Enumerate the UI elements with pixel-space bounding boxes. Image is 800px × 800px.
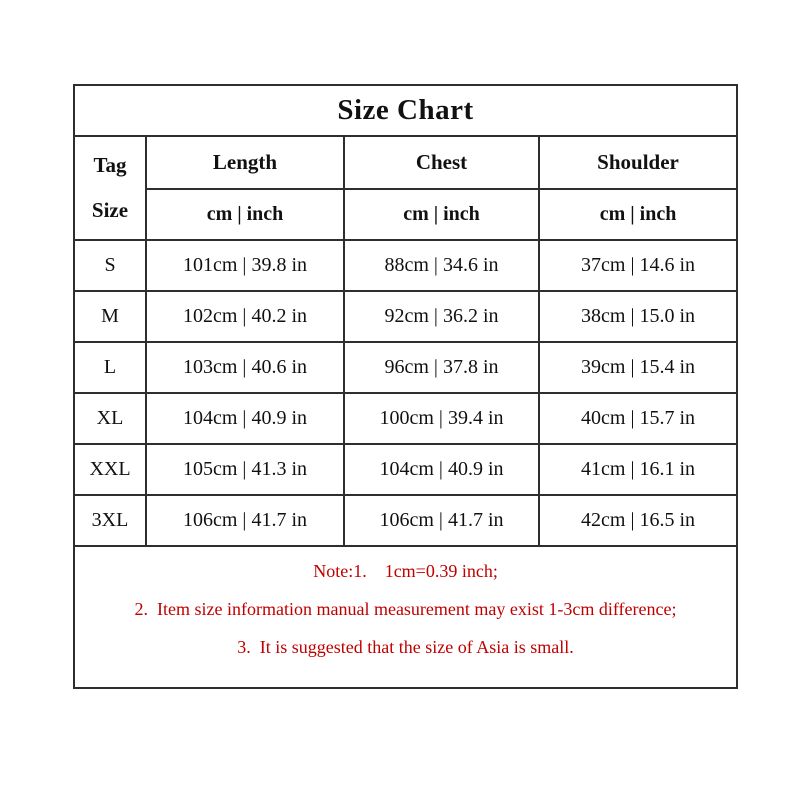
- unit-header-row: cm | inch cm | inch cm | inch: [74, 188, 739, 241]
- column-header-shoulder: Shoulder: [537, 135, 739, 190]
- table-row-xxl: XXL 105cm | 41.3 in 104cm | 40.9 in 41cm…: [73, 443, 739, 496]
- size-tag: XXL: [73, 443, 147, 496]
- tag-size-header-line2: Size: [91, 198, 129, 222]
- length-value: 104cm | 40.9 in: [145, 392, 345, 445]
- unit-header-shoulder: cm | inch: [537, 188, 739, 241]
- chest-value: 96cm | 37.8 in: [343, 341, 540, 394]
- table-row-s: S 101cm | 39.8 in 88cm | 34.6 in 37cm | …: [73, 239, 739, 292]
- size-tag: S: [73, 239, 147, 292]
- column-header-length: Length: [145, 135, 345, 190]
- shoulder-value: 39cm | 15.4 in: [537, 341, 739, 394]
- unit-header-chest: cm | inch: [343, 188, 540, 241]
- size-tag: XL: [73, 392, 147, 445]
- notes-section: Note:1. 1cm=0.39 inch; 2. Item size info…: [72, 545, 739, 689]
- length-value: 103cm | 40.6 in: [145, 341, 345, 394]
- chest-value: 106cm | 41.7 in: [343, 494, 540, 547]
- length-value: 105cm | 41.3 in: [145, 443, 345, 496]
- note-line-1: Note:1. 1cm=0.39 inch;: [313, 561, 498, 581]
- table-row-3xl: 3XL 106cm | 41.7 in 106cm | 41.7 in 42cm…: [73, 494, 739, 547]
- title-row: Size Chart: [72, 84, 739, 137]
- size-chart-table: Size Chart Tag Size Length Chest Shoulde…: [72, 84, 739, 689]
- chest-value: 92cm | 36.2 in: [343, 290, 540, 343]
- length-value: 102cm | 40.2 in: [145, 290, 345, 343]
- size-chart-title: Size Chart: [72, 84, 739, 137]
- shoulder-value: 37cm | 14.6 in: [537, 239, 739, 292]
- size-tag: L: [73, 341, 147, 394]
- column-header-chest: Chest: [343, 135, 540, 190]
- chest-value: 100cm | 39.4 in: [343, 392, 540, 445]
- unit-header-length: cm | inch: [145, 188, 345, 241]
- size-tag: 3XL: [73, 494, 147, 547]
- chest-value: 88cm | 34.6 in: [343, 239, 540, 292]
- size-tag: M: [73, 290, 147, 343]
- note-line-3: 3. It is suggested that the size of Asia…: [237, 637, 574, 657]
- chest-value: 104cm | 40.9 in: [343, 443, 540, 496]
- length-value: 106cm | 41.7 in: [145, 494, 345, 547]
- table-row-xl: XL 104cm | 40.9 in 100cm | 39.4 in 40cm …: [73, 392, 739, 445]
- shoulder-value: 40cm | 15.7 in: [537, 392, 739, 445]
- tag-size-header-line1: Tag: [93, 153, 127, 177]
- note-line-2: 2. Item size information manual measurem…: [134, 599, 677, 619]
- tag-size-header: Tag Size: [73, 135, 147, 241]
- table-row-m: M 102cm | 40.2 in 92cm | 36.2 in 38cm | …: [73, 290, 739, 343]
- shoulder-value: 41cm | 16.1 in: [537, 443, 739, 496]
- column-header-row: Tag Size Length Chest Shoulder: [73, 135, 739, 241]
- shoulder-value: 42cm | 16.5 in: [537, 494, 739, 547]
- length-value: 101cm | 39.8 in: [145, 239, 345, 292]
- table-row-l: L 103cm | 40.6 in 96cm | 37.8 in 39cm | …: [73, 341, 739, 394]
- shoulder-value: 38cm | 15.0 in: [537, 290, 739, 343]
- notes-row: Note:1. 1cm=0.39 inch; 2. Item size info…: [72, 545, 739, 689]
